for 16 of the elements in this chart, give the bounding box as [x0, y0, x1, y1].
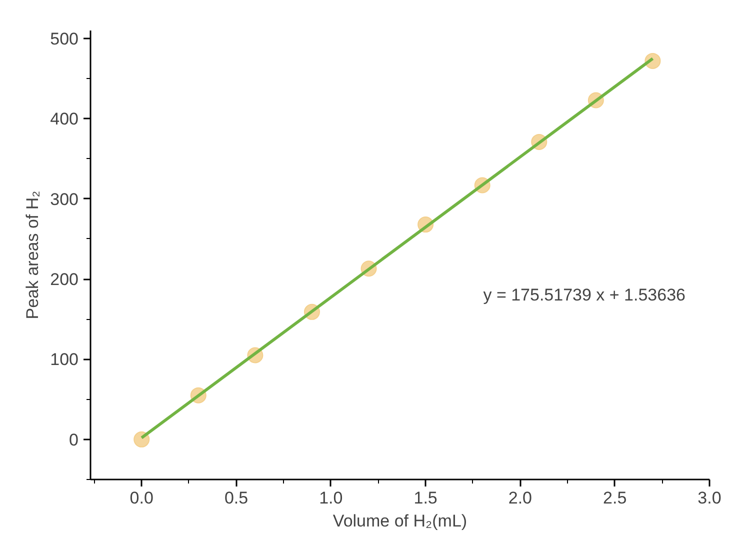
- y-tick-label: 300: [50, 190, 79, 209]
- y-tick-label: 400: [50, 110, 79, 129]
- x-tick-label: 2.0: [508, 488, 532, 508]
- y-tick-label: 0: [69, 430, 79, 450]
- y-tick-label: 500: [50, 30, 79, 49]
- x-tick-label: 2.5: [603, 488, 627, 508]
- x-tick-label: 3.0: [698, 488, 722, 508]
- x-tick-label: 0.0: [130, 488, 154, 508]
- x-tick-label: 1.0: [319, 488, 343, 508]
- y-tick-label: 100: [50, 350, 79, 370]
- x-tick-label: 1.5: [414, 488, 438, 508]
- annotation: y = 175.51739 x + 1.53636: [483, 286, 686, 304]
- x-axis-title: Volume of H₂(mL): [332, 512, 468, 530]
- y-axis-title: Peak areas of H₂: [23, 190, 42, 320]
- x-tick-label: 0.5: [224, 488, 248, 508]
- y-tick-label: 200: [50, 270, 79, 290]
